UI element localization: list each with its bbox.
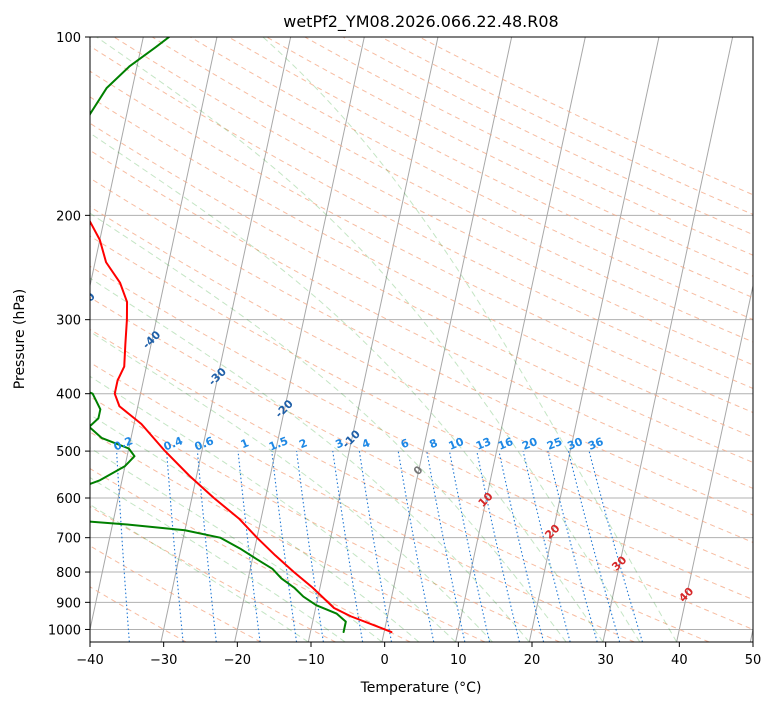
isotherm-line: [528, 37, 660, 642]
mixing-ratio-line: [196, 451, 217, 642]
mixing-ratio-line: [522, 450, 571, 642]
dry-adiabat: [90, 586, 187, 642]
dry-adiabat: [90, 396, 560, 642]
isotherm-line: [602, 37, 734, 642]
moist-adiabat: [90, 414, 420, 642]
dry-adiabat: [90, 361, 635, 642]
mixing-ratio-line: [332, 451, 364, 642]
mixing-ratio-line: [498, 450, 545, 642]
dry-adiabat: [90, 177, 753, 516]
moist-adiabat: [90, 375, 456, 642]
dry-adiabat: [90, 296, 753, 630]
x-tick-label: −40: [76, 653, 103, 668]
isotherm-line: [234, 37, 365, 642]
mixing-ratio-label: 13: [474, 435, 493, 453]
mixing-ratio-label: 1: [239, 436, 251, 451]
series-layer: [90, 37, 393, 634]
mixing-ratio-label: 2: [297, 436, 309, 451]
mixing-ratio-line: [426, 451, 466, 642]
isotherm-line: [381, 37, 513, 642]
x-tick-label: 20: [524, 653, 541, 668]
x-tick-label: 0: [381, 653, 389, 668]
y-tick-label: 600: [56, 492, 81, 507]
mixing-ratio-label: 16: [496, 435, 515, 453]
mixing-ratio-line: [166, 451, 184, 642]
isotherm-line: [90, 37, 144, 289]
x-tick-label: 40: [671, 653, 688, 668]
x-axis-title: Temperature (°C): [360, 680, 482, 696]
mixing-ratio-label: 36: [586, 435, 605, 453]
isotherm-line: [307, 37, 439, 642]
mixing-ratio-label: 8: [427, 436, 439, 451]
mixing-ratio-line: [476, 450, 520, 642]
dry-adiabat: [90, 96, 753, 438]
mixing-ratio-line: [296, 451, 324, 642]
mixing-ratio-label: 20: [520, 435, 539, 453]
x-tick-label: −30: [150, 653, 177, 668]
x-tick-label: −20: [224, 653, 251, 668]
isotherm-line: [160, 37, 292, 642]
isotherm-line: [90, 37, 218, 632]
y-axis-title: Pressure (hPa): [12, 289, 28, 389]
x-tick-label: 30: [597, 653, 614, 668]
moist-adiabat: [96, 37, 641, 642]
axes-layer: −40 −30 −20 −10 0 10 20 30 40 50 1000 900 800 700 600 5…: [48, 31, 761, 668]
mixing-ratio-line: [237, 451, 261, 642]
dewpoint-profile-line: [90, 391, 347, 634]
isotherm-label: -50: [75, 290, 98, 313]
isotherm-line: [676, 283, 753, 642]
y-tick-label: 100: [56, 31, 81, 46]
dry-adiabat: [90, 328, 710, 642]
moist-adiabat: [90, 132, 604, 642]
temperature-profile-line: [90, 219, 393, 634]
dry-adiabat: [90, 149, 753, 489]
dry-adiabat: [90, 235, 753, 572]
x-tick-label: 10: [450, 653, 467, 668]
dry-adiabat: [228, 37, 753, 299]
x-tick-label: −10: [297, 653, 324, 668]
dry-adiabat: [90, 265, 753, 601]
moist-adiabat: [90, 331, 493, 642]
dry-adiabat: [90, 122, 753, 463]
mixing-ratio-label: 3: [333, 436, 345, 451]
mixing-ratio-line: [271, 451, 298, 642]
dewpoint-upper-profile-line: [90, 37, 171, 117]
x-tick-label: 50: [745, 653, 762, 668]
y-tick-label: 400: [56, 388, 81, 403]
moist-adiabat: [90, 212, 567, 642]
plot-frame: [89, 36, 754, 643]
chart-title: wetPf2_YM08.2026.066.22.48.R08: [283, 12, 558, 32]
mixing-ratio-line: [547, 450, 598, 642]
mixing-ratio-label: 10: [447, 435, 466, 453]
y-tick-label: 900: [56, 596, 81, 611]
dry-adiabat: [151, 37, 753, 343]
dry-adiabat: [90, 45, 753, 389]
mixing-ratio-line: [588, 450, 643, 642]
isotherm-line: [455, 37, 586, 642]
dry-adiabat: [90, 505, 336, 642]
background-lines: [90, 37, 753, 642]
y-tick-label: 1000: [48, 623, 81, 638]
y-tick-label: 200: [56, 209, 81, 224]
y-tick-label: 700: [56, 532, 81, 547]
mixing-ratio-label: 30: [566, 435, 585, 453]
mixing-ratio-label: 25: [545, 435, 564, 453]
mixing-ratio-line: [567, 450, 621, 642]
moist-adiabat: [90, 277, 530, 642]
y-tick-label: 300: [56, 314, 81, 329]
mixing-ratio-line: [448, 450, 491, 642]
y-tick-label: 500: [56, 445, 81, 460]
y-tick-label: 800: [56, 566, 81, 581]
